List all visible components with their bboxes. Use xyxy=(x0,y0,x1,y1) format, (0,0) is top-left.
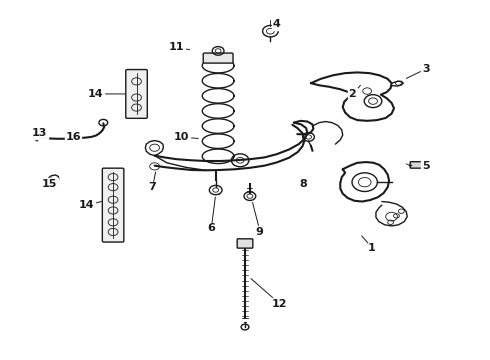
Text: 6: 6 xyxy=(207,224,215,233)
Text: 15: 15 xyxy=(42,179,57,189)
Text: 2: 2 xyxy=(348,89,356,99)
Text: 1: 1 xyxy=(368,243,376,253)
FancyBboxPatch shape xyxy=(126,69,147,118)
Text: 4: 4 xyxy=(273,19,281,29)
Text: 11: 11 xyxy=(169,42,184,52)
Text: 16: 16 xyxy=(65,132,81,142)
Text: 8: 8 xyxy=(300,179,308,189)
Text: 7: 7 xyxy=(148,182,156,192)
Text: 9: 9 xyxy=(256,227,264,237)
Text: 14: 14 xyxy=(88,89,104,99)
FancyBboxPatch shape xyxy=(203,53,233,63)
Text: 14: 14 xyxy=(78,200,94,210)
Text: 13: 13 xyxy=(32,129,48,138)
Text: 5: 5 xyxy=(422,161,430,171)
Text: 10: 10 xyxy=(174,132,189,142)
Text: 12: 12 xyxy=(271,299,287,309)
FancyBboxPatch shape xyxy=(410,162,423,168)
FancyBboxPatch shape xyxy=(237,239,253,248)
Text: 3: 3 xyxy=(422,64,430,74)
FancyBboxPatch shape xyxy=(102,168,124,242)
